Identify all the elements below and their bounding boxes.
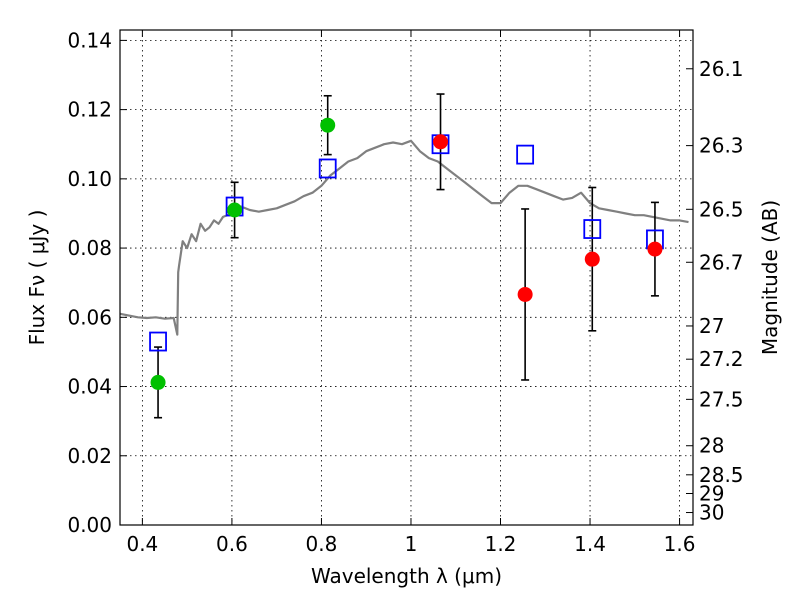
y2-tick-label: 27	[699, 314, 724, 338]
y2-tick-label: 26.1	[699, 57, 744, 81]
grid-layer	[120, 30, 693, 526]
y2-tick-label: 28.5	[699, 463, 744, 487]
x-tick-label: 1.6	[664, 532, 696, 556]
y-tick-label: 0.00	[67, 513, 112, 537]
y2-tick-label: 26.7	[699, 250, 744, 274]
y2-axis-label: Magnitude (AB)	[758, 200, 782, 355]
y2-tick-label: 28	[699, 434, 724, 458]
y-tick-label: 0.12	[67, 98, 112, 122]
x-tick-label: 1	[405, 532, 418, 556]
model-sed-line	[119, 139, 689, 336]
plot-frame	[119, 29, 694, 526]
x-axis-label: Wavelength λ (μm)	[311, 564, 502, 588]
observed-point	[647, 241, 663, 257]
model-band-square	[149, 331, 167, 352]
y2-tick-label: 27.2	[699, 347, 744, 371]
x-tick-label: 0.8	[306, 532, 338, 556]
x-tick-label: 0.4	[126, 532, 158, 556]
observed-point	[150, 374, 166, 390]
observed-point	[584, 251, 600, 267]
tick-layer: 0.4 0.6 0.8 1 1.2 1.4 1.6 0.00 0.02 0.04 0.06 0.08 0…	[67, 28, 743, 556]
model-band-square	[516, 144, 535, 165]
y-tick-label: 0.10	[67, 167, 112, 191]
model-band-square	[318, 158, 337, 179]
line-layer	[119, 139, 689, 336]
y-tick-label: 0.14	[67, 28, 112, 52]
model-square-layer	[149, 134, 664, 352]
data-point-layer	[150, 117, 663, 390]
model-band-square	[583, 219, 602, 239]
x-tick-label: 0.6	[216, 532, 248, 556]
x-tick-label: 1.2	[485, 532, 517, 556]
y2-tick-label: 30	[699, 501, 724, 525]
error-bar-layer	[154, 93, 659, 419]
x-tick-label: 1.4	[574, 532, 606, 556]
y-axis-label: Flux Fν ( μJy )	[25, 210, 49, 346]
observed-point	[227, 202, 243, 218]
y2-tick-label: 26.5	[699, 197, 744, 221]
observed-point	[517, 286, 533, 302]
observed-point	[433, 134, 449, 150]
y-tick-label: 0.06	[67, 305, 112, 329]
observed-point	[320, 117, 336, 133]
y2-tick-label: 27.5	[699, 387, 744, 411]
y-tick-label: 0.08	[67, 236, 112, 260]
y-tick-label: 0.04	[67, 375, 112, 399]
y-tick-label: 0.02	[67, 444, 112, 468]
y2-tick-label: 29	[699, 482, 724, 506]
y2-tick-label: 26.3	[699, 134, 744, 158]
